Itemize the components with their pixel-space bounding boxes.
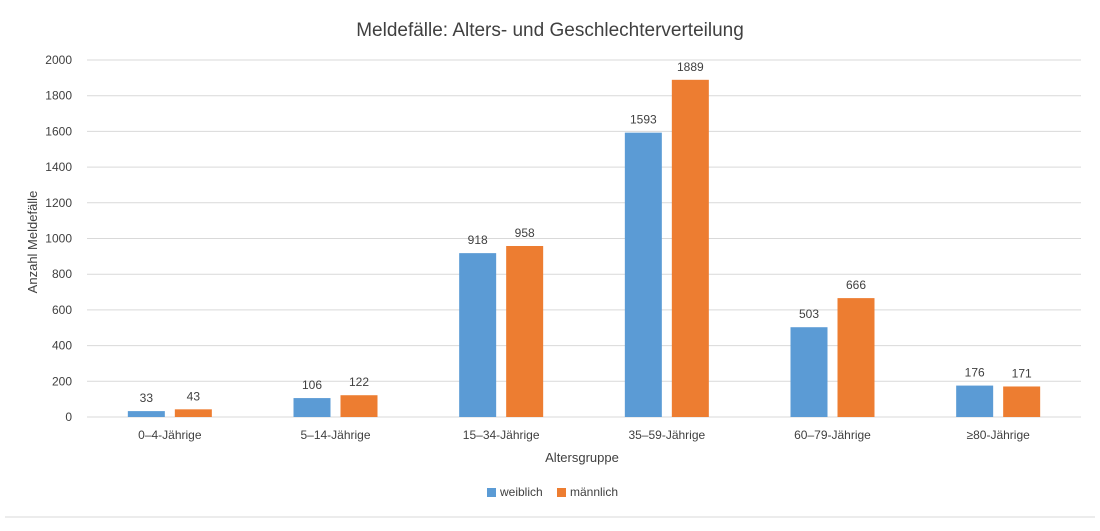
bar-maennlich: [671, 79, 709, 417]
data-label: 503: [799, 307, 819, 321]
legend-label: männlich: [570, 485, 618, 499]
bar-weiblich: [956, 385, 994, 417]
y-tick-label: 1400: [45, 160, 72, 174]
y-axis-ticks: 0 200 400 600 800 1000 1200 1400 1600 1800 2000: [45, 53, 72, 424]
bar-weiblich: [459, 253, 497, 417]
bars: [127, 79, 1041, 417]
x-tick-label: 60–79-Jährige: [794, 428, 871, 442]
chart-title: Meldefälle: Alters- und Geschlechtervert…: [356, 20, 744, 41]
data-label: 918: [468, 233, 488, 247]
data-label: 171: [1012, 366, 1032, 380]
data-label: 176: [965, 366, 985, 380]
data-label: 106: [302, 378, 322, 392]
y-tick-label: 200: [52, 374, 72, 388]
x-tick-label: 35–59-Jährige: [628, 428, 705, 442]
x-axis-ticks: 0–4-Jährige 5–14-Jährige 15–34-Jährige 35–5…: [138, 428, 1030, 442]
y-tick-label: 1000: [45, 232, 72, 246]
data-labels: 33 43 106 122 918 958 1593 1889 503 666 176 171: [140, 60, 1032, 405]
data-label: 666: [846, 278, 866, 292]
legend-label: weiblich: [499, 485, 543, 499]
bar-maennlich: [1003, 386, 1041, 417]
y-tick-label: 2000: [45, 53, 72, 67]
x-axis-title: Altersgruppe: [545, 450, 619, 465]
x-tick-label: 0–4-Jährige: [138, 428, 202, 442]
data-label: 122: [349, 375, 369, 389]
bar-maennlich: [340, 395, 378, 417]
data-label: 33: [140, 391, 154, 405]
bar-maennlich: [837, 298, 875, 417]
y-axis-title: Anzahl Meldefälle: [25, 191, 40, 294]
data-label: 43: [187, 389, 201, 403]
bar-maennlich: [506, 245, 544, 417]
bar-weiblich: [127, 411, 165, 417]
y-tick-label: 1600: [45, 124, 72, 138]
data-label: 1593: [630, 113, 657, 127]
bar-weiblich: [293, 398, 331, 417]
x-tick-label: ≥80-Jährige: [967, 428, 1031, 442]
data-label: 958: [515, 226, 535, 240]
legend-swatch: [487, 488, 496, 497]
bar-maennlich: [174, 409, 212, 417]
y-tick-label: 1200: [45, 196, 72, 210]
y-tick-label: 400: [52, 339, 72, 353]
x-tick-label: 15–34-Jährige: [463, 428, 540, 442]
grid-layer: [87, 59, 1081, 418]
y-tick-label: 1800: [45, 89, 72, 103]
y-tick-label: 800: [52, 267, 72, 281]
data-label: 1889: [677, 60, 704, 74]
legend-swatch: [557, 488, 566, 497]
legend: weiblich männlich: [487, 485, 618, 499]
x-tick-label: 5–14-Jährige: [300, 428, 370, 442]
y-tick-label: 0: [65, 410, 72, 424]
bar-weiblich: [790, 327, 828, 417]
y-tick-label: 600: [52, 303, 72, 317]
bar-weiblich: [624, 132, 662, 417]
